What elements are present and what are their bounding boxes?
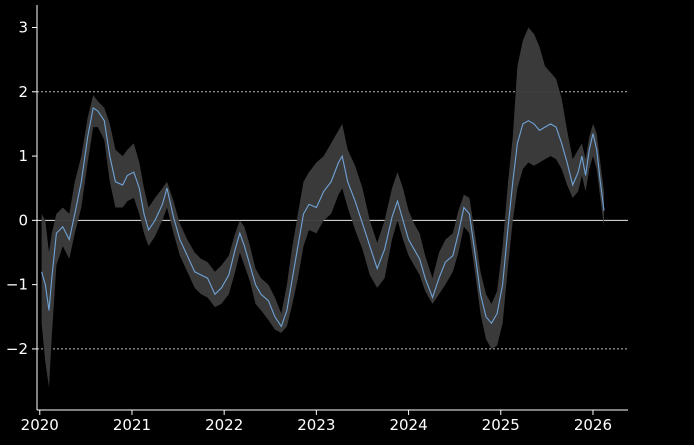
confidence-band-group [41, 27, 605, 388]
x-tick-label: 2022 [205, 416, 243, 434]
x-tick-label: 2020 [21, 416, 59, 434]
y-tick-label: 0 [18, 211, 28, 229]
series-line-group [41, 106, 605, 328]
series-line [41, 106, 605, 328]
y-tick-label: 1 [18, 147, 28, 165]
y-tick-label: −1 [6, 276, 28, 294]
axes [36, 5, 628, 411]
x-tick-label: 2021 [113, 416, 151, 434]
confidence-band [41, 27, 605, 388]
y-tick-label: 3 [18, 19, 28, 37]
y-axis-ticks: 3 2 1 0 −1 −2 [6, 19, 37, 358]
x-tick-label: 2025 [482, 416, 520, 434]
y-tick-label: 2 [18, 83, 28, 101]
x-tick-label: 2023 [297, 416, 335, 434]
y-tick-label: −2 [6, 340, 28, 358]
x-tick-label: 2024 [389, 416, 427, 434]
x-tick-label: 2026 [574, 416, 612, 434]
x-axis-ticks: 2020 2021 2022 2023 2024 2025 2026 [21, 410, 612, 434]
